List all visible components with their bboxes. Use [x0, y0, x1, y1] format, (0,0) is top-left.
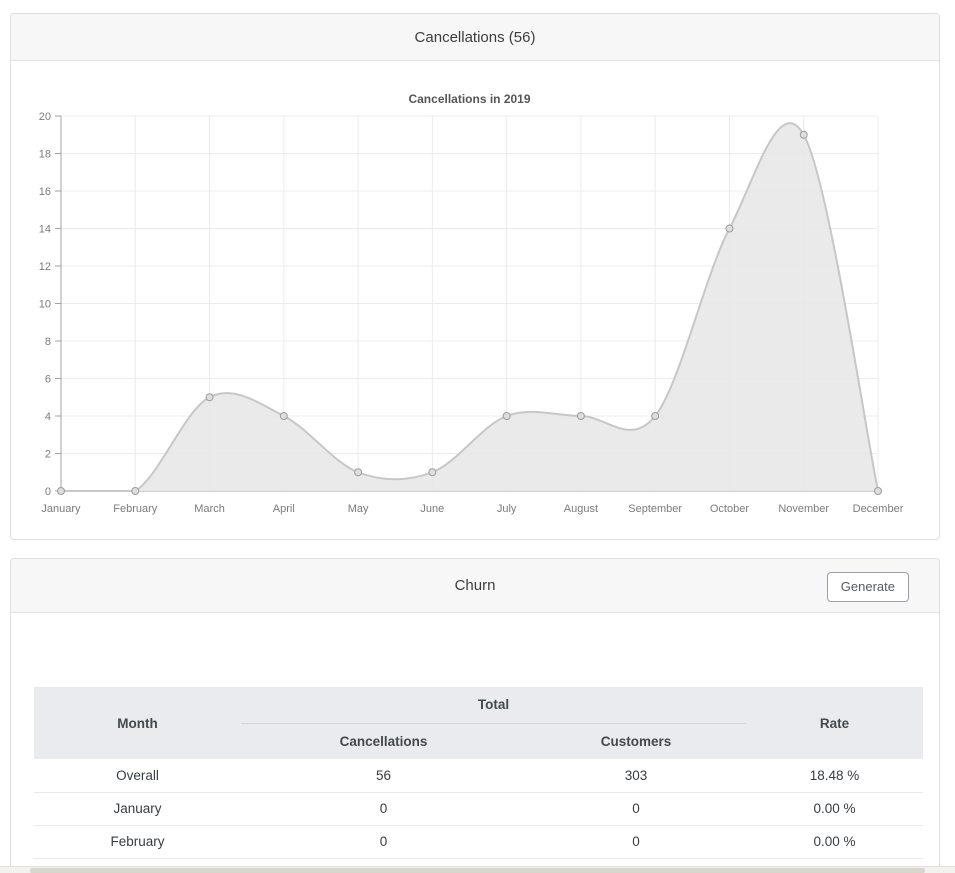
y-axis-label: 0 [45, 486, 51, 498]
cancellations-chart: Cancellations in 2019 0 2 4 6 8 10 12 14 16 18 20 Ja… [11, 61, 939, 540]
y-axis-label: 10 [39, 299, 51, 311]
data-point-marker [725, 224, 734, 233]
cell-customers: 0 [526, 792, 746, 826]
x-axis-label: April [273, 503, 295, 515]
data-point-marker [874, 487, 882, 495]
cell-month: January [34, 792, 241, 826]
x-axis-label: August [564, 503, 598, 515]
horizontal-scrollbar-thumb[interactable] [30, 868, 925, 873]
table-row: January 0 0 0.00 % [34, 792, 923, 826]
data-point-marker [799, 130, 808, 139]
data-point-marker [502, 412, 511, 420]
column-header-total: Total [241, 687, 746, 724]
cell-cancellations: 56 [241, 759, 526, 793]
y-axis-label: 18 [39, 149, 51, 161]
area-series-fill [61, 123, 878, 491]
y-axis-label: 12 [39, 261, 51, 273]
data-point-marker [651, 412, 660, 420]
churn-panel: Churn Generate Month Total Rate Cancella… [10, 558, 940, 873]
churn-panel-header: Churn Generate [11, 559, 939, 613]
y-axis-label: 4 [45, 411, 51, 423]
data-point-marker [279, 412, 288, 420]
y-axis-label: 14 [39, 224, 51, 236]
cell-rate: 0.00 % [746, 825, 923, 859]
churn-panel-title: Churn [454, 577, 496, 594]
column-header-cancellations: Cancellations [241, 723, 526, 759]
generate-button[interactable]: Generate [826, 572, 909, 602]
data-point-marker [131, 487, 140, 495]
cancellations-panel: Cancellations (56) Cancellations in 2019… [10, 13, 940, 540]
x-axis-label: January [41, 503, 81, 515]
churn-table: Month Total Rate Cancellations Customers… [34, 687, 923, 873]
x-axis-label: May [348, 503, 369, 515]
cell-month: February [34, 825, 241, 859]
y-axis-label: 6 [45, 374, 51, 386]
cancellations-panel-title: Cancellations (56) [414, 29, 536, 46]
column-header-month: Month [34, 687, 241, 759]
column-header-rate: Rate [746, 687, 923, 759]
table-row: Overall 56 303 18.48 % [34, 759, 923, 793]
cell-rate: 0.00 % [746, 792, 923, 826]
cell-customers: 303 [526, 759, 746, 793]
cell-cancellations: 0 [241, 825, 526, 859]
horizontal-scrollbar[interactable] [0, 866, 955, 873]
churn-table-body: Overall 56 303 18.48 % January 0 0 0.00 % Februa… [34, 759, 923, 873]
chart-title: Cancellations in 2019 [408, 92, 530, 106]
data-point-marker [428, 468, 437, 477]
churn-table-header: Month Total Rate Cancellations Customers [34, 687, 923, 759]
area-chart-svg: Cancellations in 2019 0 2 4 6 8 10 12 14 16 18 20 Ja… [39, 92, 904, 515]
cell-rate: 18.48 % [746, 759, 923, 793]
cell-month: Overall [34, 759, 241, 793]
x-axis-label: October [710, 503, 749, 515]
x-axis-label: June [420, 503, 444, 515]
cell-cancellations: 0 [241, 792, 526, 826]
x-axis-label: November [778, 503, 829, 515]
data-point-marker [57, 487, 65, 495]
y-axis-label: 8 [45, 336, 51, 348]
x-axis-label: February [113, 503, 158, 515]
x-axis-label: December [853, 503, 904, 515]
y-axis-label: 16 [39, 186, 51, 198]
y-axis-label: 2 [45, 449, 51, 461]
table-row: February 0 0 0.00 % [34, 825, 923, 859]
cell-customers: 0 [526, 825, 746, 859]
data-point-marker [205, 393, 214, 402]
y-axis-label: 20 [39, 111, 51, 123]
data-point-marker [576, 412, 585, 420]
cancellations-chart-area: Cancellations in 2019 0 2 4 6 8 10 12 14 16 18 20 Ja… [11, 61, 939, 540]
column-header-customers: Customers [526, 723, 746, 759]
data-point-marker [354, 468, 363, 477]
cancellations-panel-header: Cancellations (56) [11, 14, 939, 61]
x-axis-label: March [194, 503, 225, 515]
x-axis-label: September [628, 503, 682, 515]
x-axis-label: July [497, 503, 517, 515]
